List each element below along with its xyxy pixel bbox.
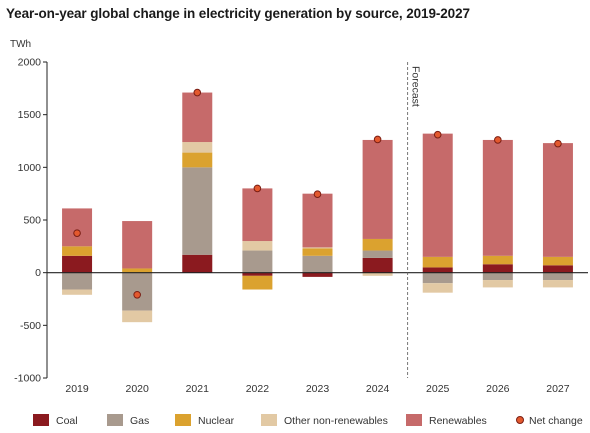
net-change-point-2027 (554, 139, 562, 148)
bar-segment-gas-2023 (302, 255, 333, 273)
bar-segment-renewables-2026 (482, 139, 513, 256)
legend-label-gas: Gas (130, 415, 149, 427)
bar-segment-renewables-2023 (302, 193, 333, 248)
forecast-label: Forecast (410, 66, 422, 107)
y-tick-label: -500 (20, 320, 41, 332)
y-tick-label: -1000 (14, 373, 41, 385)
bar-segment-gas-2021 (182, 167, 213, 255)
legend-swatch-coal (33, 414, 49, 426)
y-tick-label: 1500 (18, 109, 42, 121)
legend-label-coal: Coal (56, 415, 78, 427)
y-tick-label: 1000 (18, 162, 42, 174)
bar-segment-coal-2026 (482, 264, 513, 273)
bar-segment-gas-2022 (242, 250, 273, 273)
net-change-point-2025 (433, 130, 442, 139)
bar-segment-other-non-renewables-2026 (482, 280, 513, 288)
bar-segment-coal-2021 (182, 254, 213, 273)
bar-segment-renewables-2027 (542, 143, 573, 257)
bar-segment-other-non-renewables-2027 (542, 280, 573, 288)
bar-segment-renewables-2024 (362, 139, 393, 239)
net-change-point-2020 (133, 290, 141, 299)
net-change-point-2019 (73, 229, 81, 237)
bar-segment-gas-2026 (482, 272, 513, 281)
legend-swatch-renewables (406, 414, 422, 426)
y-axis-unit-label: TWh (10, 39, 31, 50)
y-axis: 2000 1500 1000 500 0 -500 -1000 (14, 57, 48, 385)
bar-segment-other-non-renewables-2024 (362, 272, 393, 276)
legend-swatch-other-non-renewables (261, 414, 277, 426)
bar-segment-coal-2023 (302, 272, 333, 277)
y-tick-label: 0 (35, 267, 41, 279)
bar-segment-other-non-renewables-2023 (302, 247, 333, 249)
bar-segment-gas-2025 (422, 272, 453, 284)
bar-segment-nuclear-2023 (302, 248, 333, 256)
bar-segment-coal-2024 (362, 257, 393, 273)
bar-segment-nuclear-2020 (122, 268, 153, 273)
legend-label-nuclear: Nuclear (198, 415, 235, 427)
bar-segment-other-non-renewables-2020 (122, 310, 153, 323)
bar-segment-renewables-2021 (182, 92, 213, 143)
bar-segment-gas-2024 (362, 250, 393, 258)
bar-segment-nuclear-2027 (542, 256, 573, 266)
bar-segment-gas-2019 (62, 272, 93, 290)
net-change-point-2022 (253, 184, 262, 193)
legend: Coal Gas Nuclear Other non-renewables Renewa… (33, 414, 583, 427)
bars (62, 92, 573, 323)
net-change-points (73, 88, 562, 299)
bar-segment-other-non-renewables-2025 (422, 283, 453, 293)
legend-label-other-non-renewables: Other non-renewables (284, 415, 388, 427)
bar-segment-nuclear-2021 (182, 152, 213, 168)
bar-segment-nuclear-2019 (62, 246, 93, 256)
x-tick-label-2025: 2025 (426, 383, 450, 395)
bar-segment-renewables-2020 (122, 221, 153, 269)
bar-segment-renewables-2025 (422, 133, 453, 257)
bar-segment-coal-2022 (242, 272, 273, 276)
bar-segment-coal-2027 (542, 265, 573, 273)
legend-swatch-net-change (516, 416, 524, 424)
net-change-point-2026 (494, 136, 502, 144)
legend-label-net-change: Net change (529, 415, 583, 427)
bar-segment-other-non-renewables-2021 (182, 142, 213, 153)
x-tick-label-2024: 2024 (366, 383, 390, 395)
bar-segment-gas-2027 (542, 272, 573, 281)
y-tick-label: 500 (23, 215, 41, 227)
x-tick-label-2026: 2026 (486, 383, 510, 395)
x-tick-label-2020: 2020 (125, 383, 149, 395)
bar-segment-other-non-renewables-2022 (242, 241, 273, 251)
bar-segment-other-non-renewables-2019 (62, 289, 93, 295)
bar-segment-nuclear-2024 (362, 238, 393, 251)
x-axis: 2019 2020 2021 2022 2023 2024 2025 2026 2027 (65, 383, 569, 395)
bar-segment-nuclear-2025 (422, 256, 453, 268)
forecast-marker: Forecast (407, 62, 422, 378)
legend-swatch-nuclear (175, 414, 191, 426)
x-tick-label-2019: 2019 (65, 383, 89, 395)
bar-segment-renewables-2019 (62, 208, 93, 247)
legend-swatch-gas (107, 414, 123, 426)
bar-segment-coal-2019 (62, 255, 93, 273)
bar-segment-coal-2025 (422, 267, 453, 273)
bar-segment-renewables-2022 (242, 188, 273, 242)
x-tick-label-2027: 2027 (546, 383, 570, 395)
x-tick-label-2021: 2021 (186, 383, 210, 395)
bar-segment-nuclear-2026 (482, 255, 513, 265)
net-change-point-2021 (193, 88, 202, 97)
x-tick-label-2022: 2022 (246, 383, 270, 395)
chart-title: Year-on-year global change in electricit… (6, 6, 470, 21)
legend-label-renewables: Renewables (429, 415, 487, 427)
x-tick-label-2023: 2023 (306, 383, 330, 395)
bar-segment-nuclear-2022 (242, 275, 273, 290)
y-tick-label: 2000 (18, 57, 42, 69)
net-change-point-2024 (373, 135, 382, 144)
net-change-point-2023 (313, 190, 322, 198)
